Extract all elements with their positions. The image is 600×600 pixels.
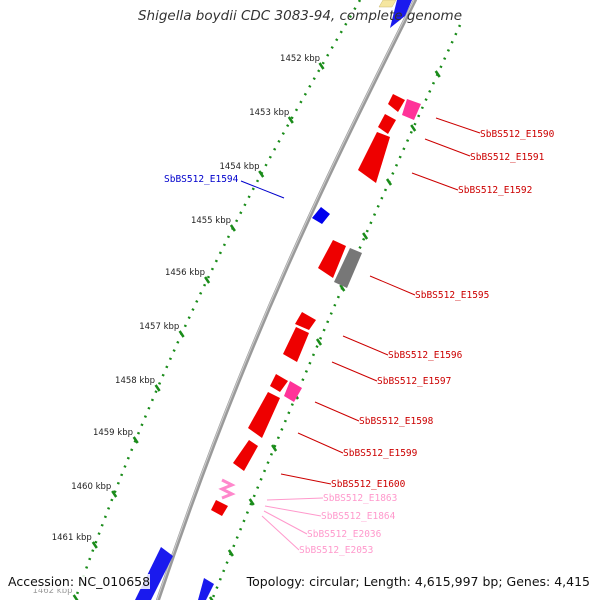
scale-label: 1453 kbp <box>249 108 289 118</box>
major-tick <box>178 330 185 338</box>
major-tick <box>385 178 393 186</box>
major-tick <box>248 498 255 506</box>
gene-e1591-feature <box>378 114 396 134</box>
scale-label: 1457 kbp <box>139 322 179 332</box>
scale-label: 1456 kbp <box>165 268 205 278</box>
major-tick <box>434 70 441 78</box>
gene-label[interactable]: SbBS512_E1598 <box>359 416 434 427</box>
major-tick <box>154 384 161 392</box>
gene-label[interactable]: SbBS512_E2053 <box>299 545 373 556</box>
gene-labels: SbBS512_E1590 SbBS512_E1591 SbBS512_E159… <box>164 129 555 556</box>
gene-features <box>135 0 421 600</box>
gene-label[interactable]: SbBS512_E1600 <box>331 479 406 490</box>
gene-e1598-feature <box>248 392 280 438</box>
scale-label: 1458 kbp <box>115 376 155 386</box>
inner-tick-ring <box>73 0 362 600</box>
gene-e1595-feature <box>318 240 346 278</box>
major-tick <box>362 232 369 240</box>
map-title: Shigella boydii CDC 3083-94, complete ge… <box>137 8 463 24</box>
gene-label[interactable]: SbBS512_E1863 <box>323 493 397 504</box>
gene-e1597b-feature <box>284 381 302 402</box>
gene-e1592-feature <box>358 132 390 183</box>
gene-e1590b-feature <box>402 99 421 120</box>
scale-label: 1454 kbp <box>219 162 259 172</box>
major-tick <box>271 444 278 452</box>
genome-backbone-highlight <box>156 0 415 600</box>
scale-ticks <box>72 62 441 600</box>
major-tick <box>318 62 325 70</box>
gene-label[interactable]: SbBS512_E1596 <box>388 350 463 361</box>
gene-e1599-feature <box>233 440 258 471</box>
scale-label: 1452 kbp <box>280 54 320 64</box>
gene-e1590a-feature <box>388 94 405 112</box>
gene-label[interactable]: SbBS512_E1597 <box>377 376 451 387</box>
gene-label[interactable]: SbBS512_E1590 <box>480 129 555 140</box>
gene-blue-bottom2-feature <box>198 578 214 600</box>
major-tick <box>339 284 346 292</box>
accession-text: Accession: NC_010658 <box>8 574 151 589</box>
gene-label[interactable]: SbBS512_E2036 <box>307 529 382 540</box>
major-tick <box>208 596 214 600</box>
gene-pink-small-feature <box>218 478 236 500</box>
gene-label[interactable]: SbBS512_E1864 <box>321 511 396 522</box>
gene-e1596a-feature <box>295 312 316 330</box>
major-tick <box>258 170 265 178</box>
major-tick <box>287 116 294 124</box>
topology-text: Topology: circular; Length: 4,615,997 bp… <box>246 574 590 589</box>
gene-e1597a-feature <box>270 374 288 392</box>
gene-label[interactable]: SbBS512_E1599 <box>343 448 418 459</box>
major-tick <box>111 490 118 498</box>
major-tick <box>91 541 98 549</box>
scale-label: 1459 kbp <box>93 428 133 438</box>
outer-tick-ring <box>210 24 462 600</box>
genome-backbone <box>156 0 417 600</box>
gene-e1596b-feature <box>283 327 309 362</box>
scale-label: 1462 kbp <box>32 586 72 596</box>
label-leader-lines <box>240 117 481 551</box>
gene-blue-top-feature <box>390 0 412 28</box>
scale-label: 1460 kbp <box>71 482 111 492</box>
gene-label[interactable]: SbBS512_E1592 <box>458 185 532 196</box>
major-tick <box>315 338 323 346</box>
major-tick <box>204 276 211 284</box>
gene-e1600-feature <box>211 500 228 516</box>
gene-label[interactable]: SbBS512_E1591 <box>470 152 545 163</box>
gene-e1594-feature <box>312 207 330 224</box>
major-tick <box>132 436 139 444</box>
gene-label[interactable]: SbBS512_E1594 <box>164 174 239 185</box>
scale-label: 1461 kbp <box>52 533 92 543</box>
major-tick <box>227 549 234 557</box>
gene-e1595-gray-feature <box>334 248 362 288</box>
major-tick <box>229 224 236 232</box>
major-tick <box>72 594 79 600</box>
gene-label[interactable]: SbBS512_E1595 <box>415 290 489 301</box>
scale-labels: 1452 kbp 1453 kbp 1454 kbp 1455 kbp 1456 kbp… <box>32 54 320 596</box>
scale-label: 1455 kbp <box>191 216 231 226</box>
major-tick <box>410 124 417 132</box>
gene-yellow-feature <box>378 0 397 8</box>
